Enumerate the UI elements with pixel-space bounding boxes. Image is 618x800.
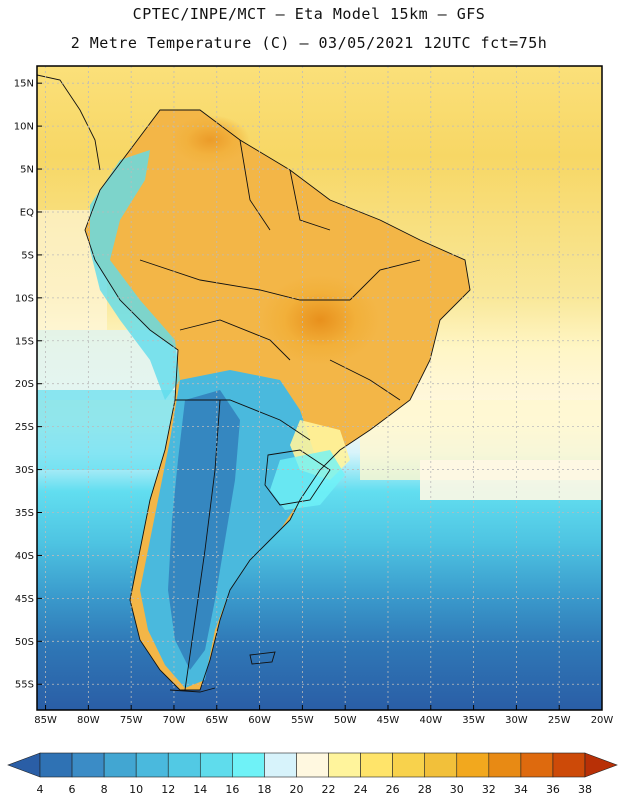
colorbar-label: 28 (418, 783, 432, 796)
colorbar-segment (39, 752, 73, 778)
lon-tick-label: 85W (34, 715, 57, 726)
colorbar: 4 6 8 10 12 14 16 18 20 22 24 26 28 30 32 34 36 38 (7, 752, 618, 796)
colorbar-label: 14 (193, 783, 207, 796)
lat-tick-label: 5N (20, 165, 34, 176)
colorbar-segment (392, 752, 426, 778)
lon-tick-label: 25W (548, 715, 571, 726)
lon-tick-label: 70W (163, 715, 186, 726)
lon-tick-label: 80W (77, 715, 100, 726)
colorbar-segment (488, 752, 522, 778)
colorbar-label: 4 (37, 783, 44, 796)
colorbar-segment (135, 752, 169, 778)
colorbar-segment (103, 752, 137, 778)
colorbar-segment (456, 752, 490, 778)
colorbar-segment (71, 752, 105, 778)
map-frame (36, 65, 603, 711)
lon-tick-label: 75W (120, 715, 143, 726)
map-title-line-1: CPTEC/INPE/MCT – Eta Model 15km – GFS (132, 5, 486, 23)
colorbar-label: 18 (257, 783, 271, 796)
lat-tick-label: EQ (20, 207, 34, 218)
andes-north-cool-field (90, 150, 180, 400)
lon-tick-label: 30W (505, 715, 528, 726)
colorbar-segment (199, 752, 233, 778)
lon-tick-label: 20W (591, 715, 614, 726)
colorbar-label: 38 (578, 783, 592, 796)
colorbar-label: 16 (225, 783, 239, 796)
colorbar-right-arrow (584, 752, 618, 778)
lat-tick-label: 10N (14, 122, 34, 133)
coastline-and-borders (37, 74, 471, 693)
lon-tick-label: 65W (205, 715, 228, 726)
lat-tick-label: 25S (15, 422, 34, 433)
colorbar-segment (167, 752, 201, 778)
lat-tick-label: 30S (15, 465, 34, 476)
colorbar-segment (264, 752, 297, 778)
colorbar-label: 22 (322, 783, 336, 796)
colorbar-label: 30 (450, 783, 464, 796)
colorbar-label: 36 (546, 783, 560, 796)
colorbar-label: 20 (289, 783, 303, 796)
colorbar-label: 24 (354, 783, 368, 796)
hot-core-north (170, 115, 250, 165)
lat-tick-label: 55S (15, 680, 34, 691)
colorbar-segment (520, 752, 554, 778)
lon-tick-label: 35W (462, 715, 485, 726)
lon-tick-label: 50W (334, 715, 357, 726)
lat-tick-label: 15S (15, 336, 34, 347)
lon-tick-label: 40W (419, 715, 442, 726)
colorbar-segment (232, 752, 265, 778)
map-title-line-2: 2 Metre Temperature (C) – 03/05/2021 12U… (70, 34, 548, 52)
colorbar-left-arrow (7, 752, 41, 778)
colorbar-segment (424, 752, 458, 778)
colorbar-label: 32 (482, 783, 496, 796)
colorbar-label: 26 (386, 783, 400, 796)
lon-tick-label: 60W (248, 715, 271, 726)
lon-tick-label: 45W (377, 715, 400, 726)
colorbar-label: 12 (161, 783, 175, 796)
colorbar-segment (328, 752, 361, 778)
lat-tick-label: 40S (15, 551, 34, 562)
lat-tick-label: 20S (15, 379, 34, 390)
colorbar-label: 34 (514, 783, 528, 796)
andes-cold-field (168, 390, 240, 670)
lat-tick-label: 50S (15, 637, 34, 648)
lat-tick-label: 10S (15, 293, 34, 304)
colorbar-label: 8 (101, 783, 108, 796)
lon-tick-label: 55W (291, 715, 314, 726)
lat-tick-label: 15N (14, 79, 34, 90)
colorbar-segment (552, 752, 586, 778)
latitude-axis: 15N 10N 5N EQ 5S 10S 15S 20S 25S 30S 35S 40S 45S 50S 5… (14, 79, 42, 691)
colorbar-segment (296, 752, 329, 778)
temperature-field (37, 66, 602, 710)
lat-tick-label: 35S (15, 508, 34, 519)
longitude-axis: 85W 80W 75W 70W 65W 60W 55W 50W 45W 40W 35W 30W 25W 2… (34, 705, 613, 726)
graticule (37, 66, 603, 710)
lat-tick-label: 5S (21, 250, 34, 261)
colorbar-label: 6 (69, 783, 76, 796)
colorbar-segment (360, 752, 393, 778)
colorbar-label: 10 (129, 783, 143, 796)
lat-tick-label: 45S (15, 594, 34, 605)
